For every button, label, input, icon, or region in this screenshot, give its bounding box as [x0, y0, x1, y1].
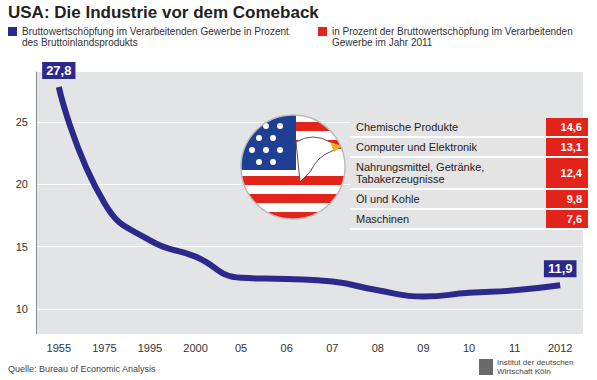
svg-text:06: 06	[281, 342, 293, 354]
svg-text:1995: 1995	[138, 342, 162, 354]
svg-text:15: 15	[16, 241, 28, 253]
svg-text:09: 09	[417, 342, 429, 354]
html-text:in Prozent der Bruttowertschöp: in Prozent der Bruttowertschöpfung im Ve…	[332, 26, 573, 48]
html-text:Maschinen: Maschinen	[356, 213, 410, 225]
html-text:Bruttowertschöpfung im Verarbe: Bruttowertschöpfung im Verarbeitenden Ge…	[22, 26, 289, 48]
html-text:Computer und Elektronik: Computer und Elektronik	[356, 141, 478, 153]
html-text:Institut der deutschen Wirtsch: Institut der deutschen Wirtschaft Köln	[497, 358, 574, 376]
svg-text:10: 10	[463, 342, 475, 354]
html-text:14,6: 14,6	[560, 121, 582, 133]
html-text:Nahrungsmittel, Getränke, Taba: Nahrungsmittel, Getränke, Tabakerzeugnis…	[356, 161, 485, 185]
svg-text:1955: 1955	[47, 342, 71, 354]
svg-text:08: 08	[372, 342, 384, 354]
svg-text:2012: 2012	[548, 342, 572, 354]
svg-text:1975: 1975	[92, 342, 116, 354]
html-text:USA: Die Industrie vor dem Com: USA: Die Industrie vor dem Comeback	[8, 3, 319, 22]
svg-text:10: 10	[16, 303, 28, 315]
svg-text:11,9: 11,9	[548, 261, 573, 276]
svg-text:11: 11	[509, 342, 520, 354]
html-text:7,6: 7,6	[566, 213, 582, 225]
svg-text:25: 25	[16, 116, 28, 128]
html-text:13,1: 13,1	[560, 141, 582, 153]
svg-text:27,8: 27,8	[46, 63, 71, 78]
html-text:9,8: 9,8	[566, 193, 582, 205]
svg-text:2000: 2000	[183, 342, 207, 354]
html-text:Quelle: Bureau of Economic Ana: Quelle: Bureau of Economic Analysis	[8, 364, 156, 374]
html-text:12,4: 12,4	[560, 167, 582, 179]
svg-text:07: 07	[326, 342, 338, 354]
html-text:Öl und Kohle: Öl und Kohle	[356, 193, 420, 205]
svg-text:20: 20	[16, 178, 28, 190]
svg-text:05: 05	[235, 342, 247, 354]
html-text:Chemische Produkte: Chemische Produkte	[356, 121, 459, 133]
